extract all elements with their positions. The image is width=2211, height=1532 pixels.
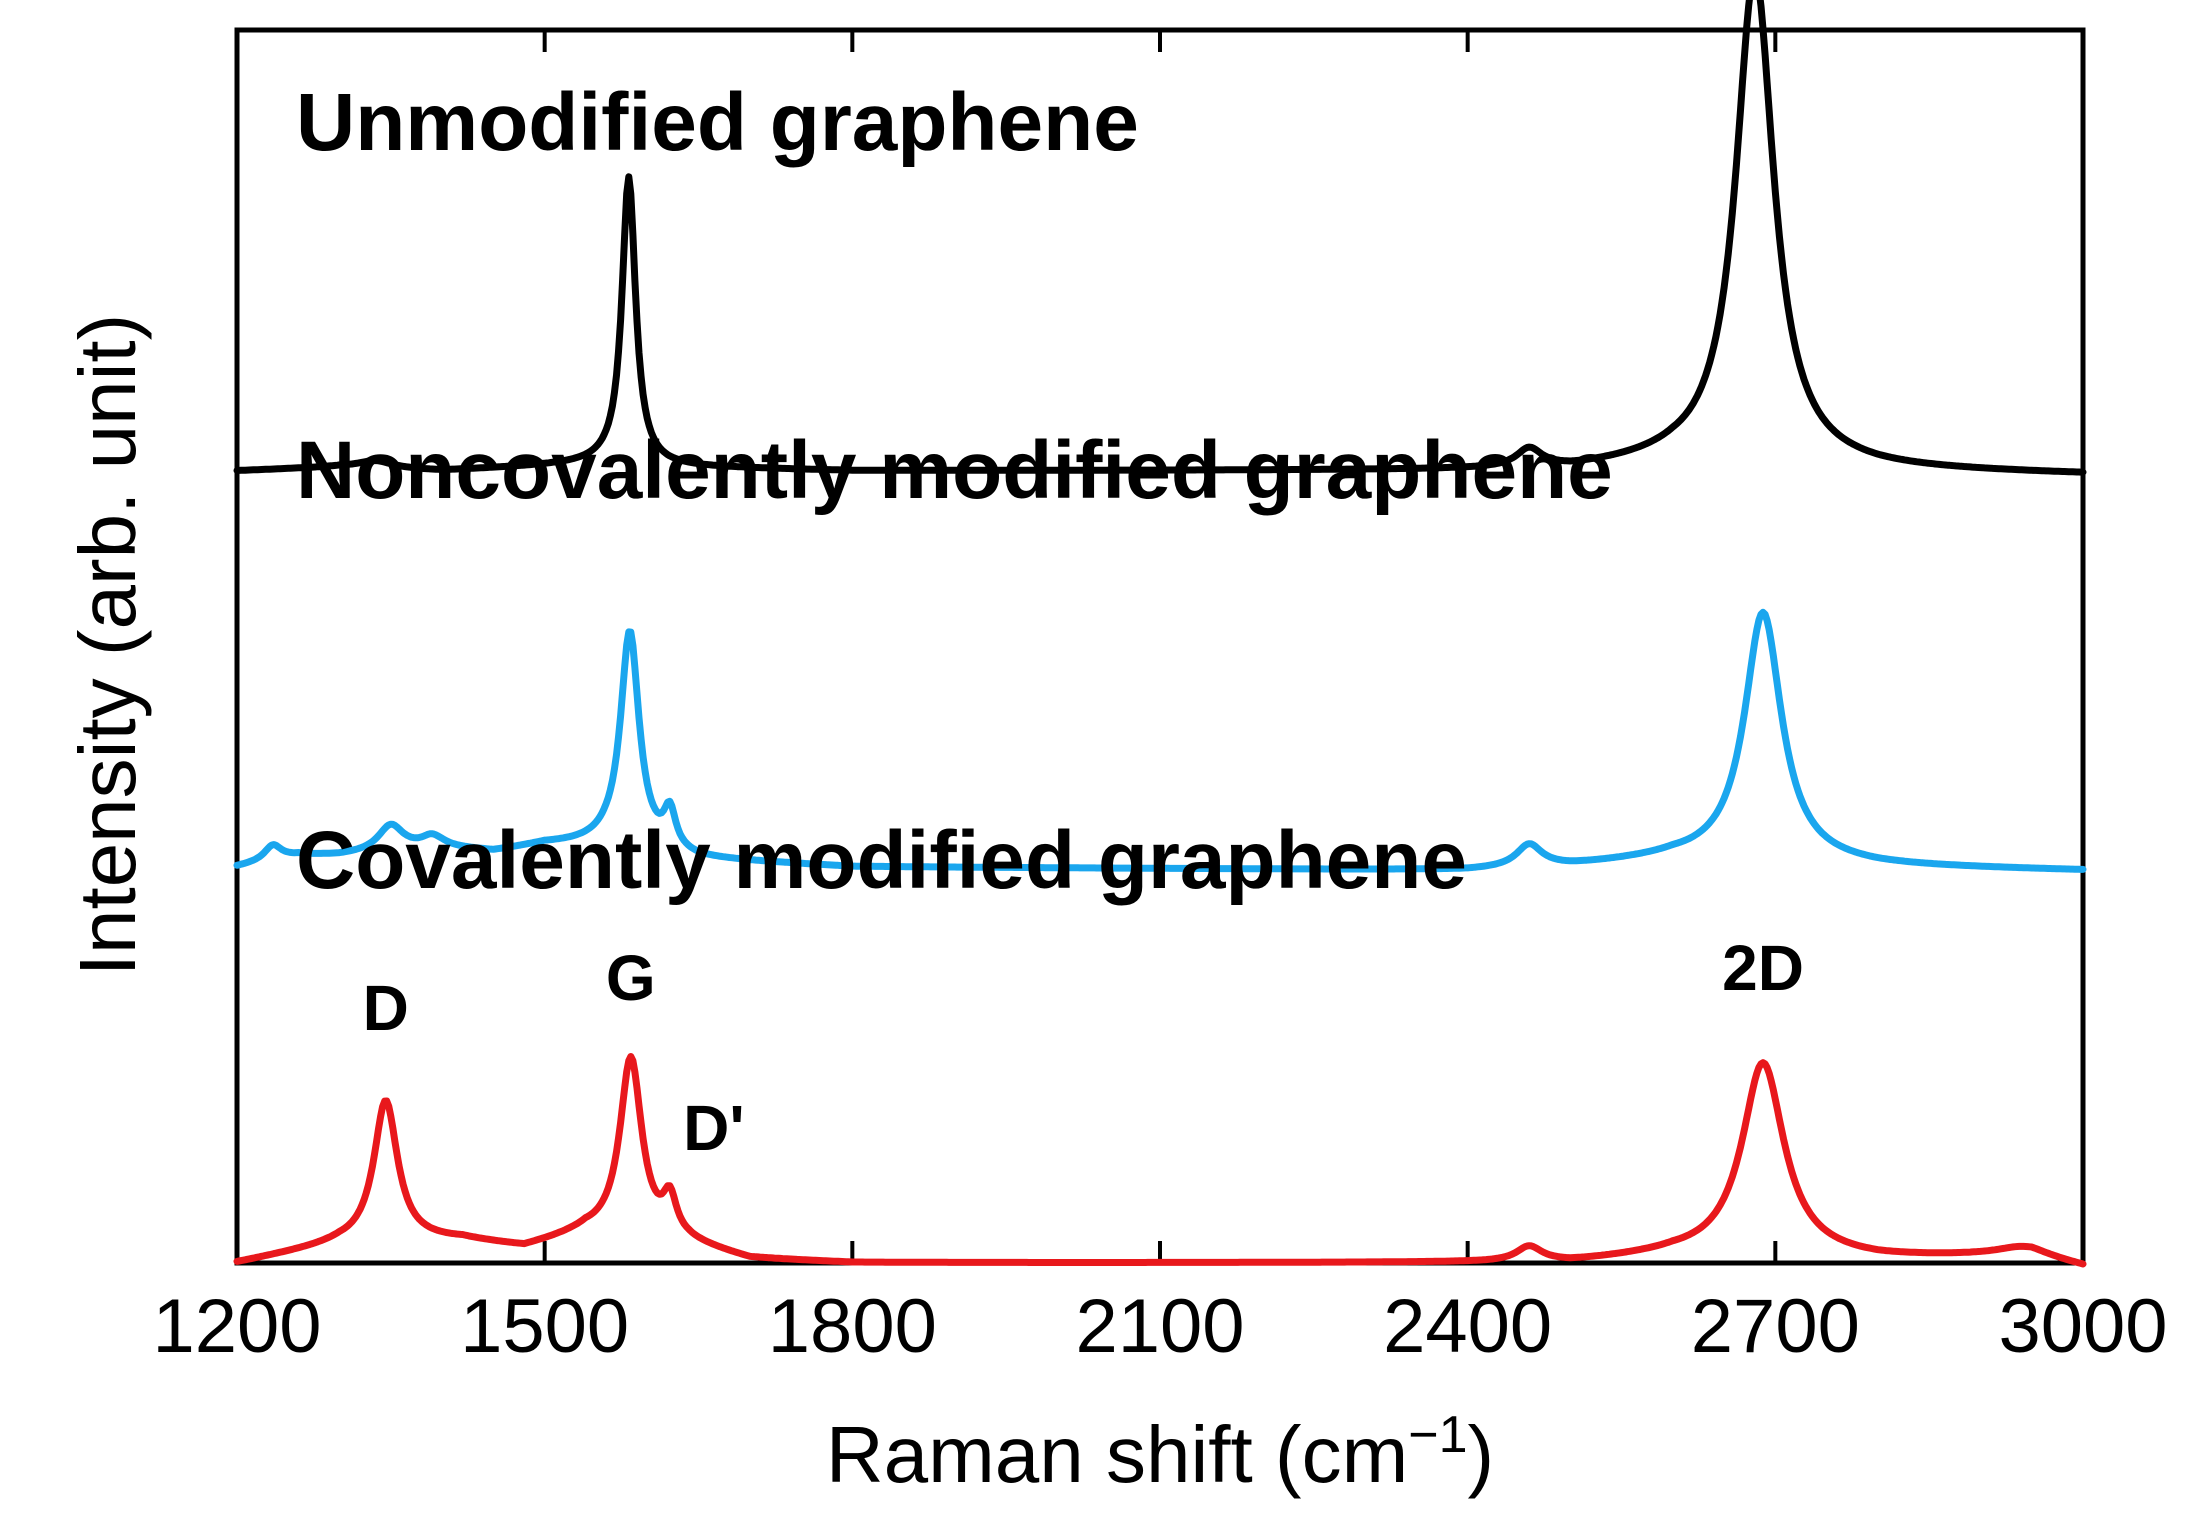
x-tick-label: 1500	[460, 1284, 629, 1369]
peak-labels: D G D' 2D	[363, 932, 1804, 1164]
x-tick-label: 2700	[1691, 1284, 1860, 1369]
series-line-0	[233, 0, 2087, 476]
series-line-2	[233, 1053, 2087, 1268]
x-axis-title-exponent: −1	[1408, 1406, 1467, 1464]
x-ticks: 1200 1500 1800 2100 2400 2700 3000	[152, 30, 2168, 1369]
x-axis-title-main: Raman shift (cm	[826, 1410, 1408, 1499]
series-title-2: Covalently modified graphene	[296, 815, 1467, 906]
plot-frame	[234, 27, 2086, 1266]
x-tick-label: 3000	[1998, 1284, 2167, 1369]
x-tick-label: 2100	[1075, 1284, 1244, 1369]
x-tick-label: 2400	[1383, 1284, 1552, 1369]
peak-label: 2D	[1722, 932, 1804, 1004]
peak-label: D'	[683, 1092, 744, 1164]
x-tick-label: 1200	[152, 1284, 321, 1369]
series-title-0: Unmodified graphene	[296, 77, 1139, 168]
x-tick-label: 1800	[768, 1284, 937, 1369]
peak-label: G	[606, 942, 656, 1014]
series-title-1: Noncovalently modified graphene	[296, 425, 1613, 516]
peak-label: D	[363, 972, 409, 1044]
series-lines	[233, 0, 2087, 1268]
x-axis-title: Raman shift (cm−1)	[826, 1406, 1494, 1499]
series-line-1	[233, 608, 2087, 873]
x-axis-title-close: )	[1468, 1410, 1495, 1499]
series-titles: Unmodified graphene Noncovalently modifie…	[296, 77, 1613, 906]
y-axis-title: Intensity (arb. unit)	[63, 314, 152, 977]
